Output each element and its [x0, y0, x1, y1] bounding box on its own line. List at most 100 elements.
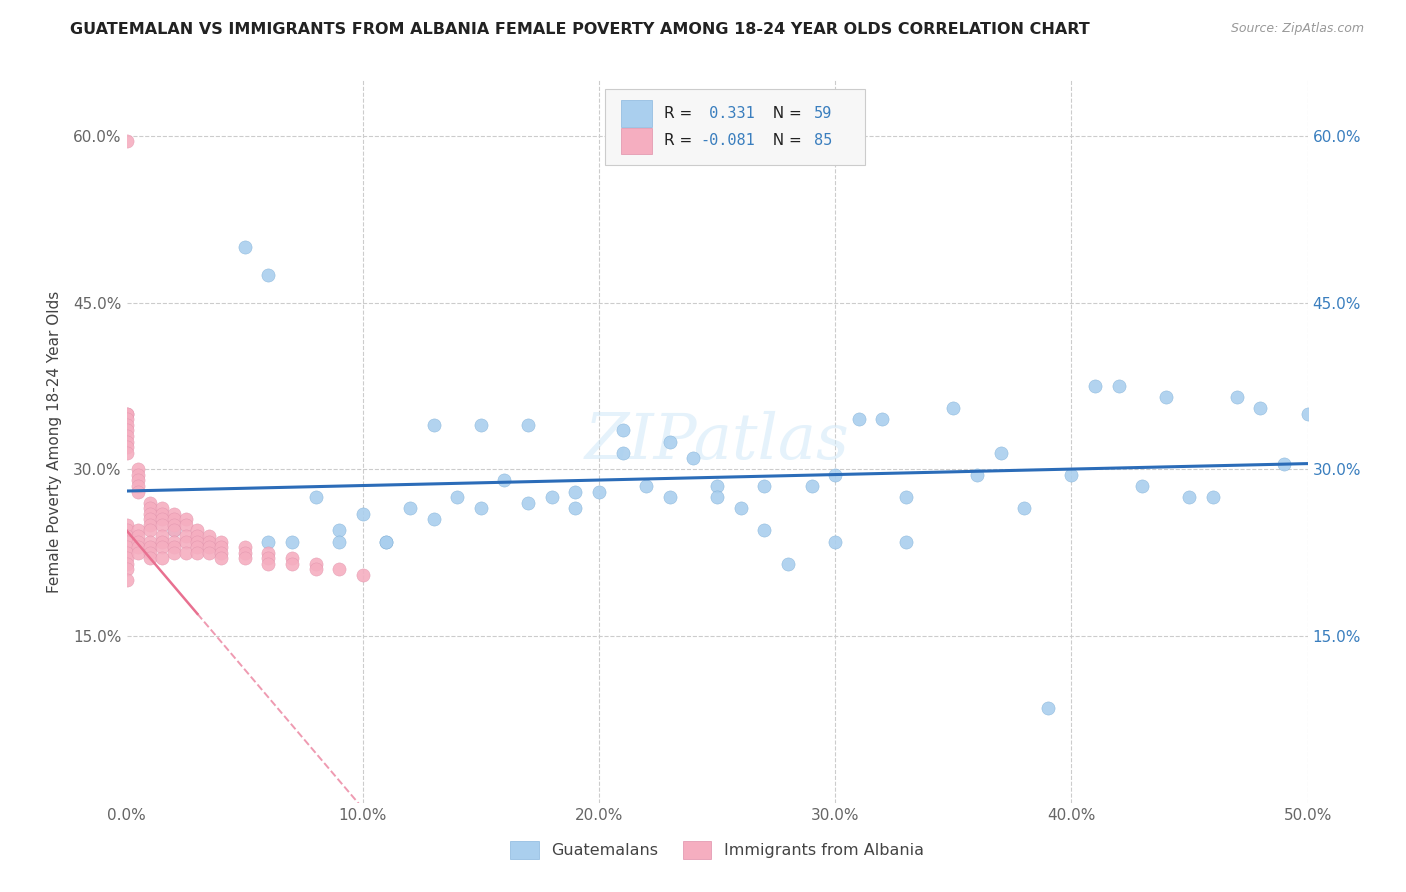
Text: N =: N =	[763, 106, 807, 120]
Point	[304, 562, 326, 576]
Point	[1226, 390, 1249, 404]
Point	[588, 484, 610, 499]
Point	[612, 445, 634, 459]
Point	[127, 524, 149, 538]
Point	[115, 517, 138, 532]
Point	[139, 524, 162, 538]
Point	[150, 529, 173, 543]
Point	[139, 512, 162, 526]
Point	[1296, 407, 1319, 421]
Point	[198, 546, 221, 560]
Point	[186, 524, 208, 538]
Point	[257, 546, 280, 560]
Text: 0.331: 0.331	[700, 106, 755, 120]
Point	[150, 507, 173, 521]
Point	[186, 540, 208, 554]
Point	[198, 534, 221, 549]
Point	[375, 534, 398, 549]
Point	[1202, 490, 1225, 504]
Point	[564, 484, 586, 499]
Point	[281, 534, 304, 549]
Point	[754, 524, 776, 538]
Point	[966, 467, 988, 482]
Point	[257, 268, 280, 282]
Point	[174, 512, 197, 526]
Text: 85: 85	[814, 134, 832, 148]
Point	[517, 417, 540, 432]
Point	[209, 546, 232, 560]
Point	[139, 517, 162, 532]
Point	[139, 546, 162, 560]
Point	[470, 501, 492, 516]
Point	[174, 517, 197, 532]
Point	[115, 574, 138, 588]
Point	[824, 534, 846, 549]
Point	[257, 557, 280, 571]
Point	[127, 529, 149, 543]
Point	[636, 479, 658, 493]
Point	[150, 512, 173, 526]
Point	[127, 462, 149, 476]
Text: Source: ZipAtlas.com: Source: ZipAtlas.com	[1230, 22, 1364, 36]
Point	[494, 474, 516, 488]
Point	[352, 507, 374, 521]
Point	[706, 490, 728, 504]
Point	[139, 534, 162, 549]
Point	[754, 479, 776, 493]
Point	[115, 445, 138, 459]
Point	[1178, 490, 1201, 504]
Point	[257, 534, 280, 549]
Point	[517, 496, 540, 510]
Point	[612, 424, 634, 438]
Point	[233, 240, 256, 254]
Point	[115, 546, 138, 560]
Point	[872, 412, 894, 426]
Point	[422, 417, 444, 432]
Point	[127, 467, 149, 482]
Point	[115, 135, 138, 149]
Point	[139, 551, 162, 566]
Point	[150, 501, 173, 516]
Point	[163, 507, 186, 521]
Point	[1060, 467, 1083, 482]
Point	[198, 540, 221, 554]
Text: R =: R =	[664, 134, 697, 148]
Point	[658, 434, 681, 449]
Text: 59: 59	[814, 106, 832, 120]
Y-axis label: Female Poverty Among 18-24 Year Olds: Female Poverty Among 18-24 Year Olds	[46, 291, 62, 592]
Point	[540, 490, 562, 504]
Point	[328, 562, 350, 576]
Point	[281, 551, 304, 566]
Point	[328, 534, 350, 549]
Point	[281, 557, 304, 571]
Point	[115, 540, 138, 554]
Point	[139, 501, 162, 516]
Point	[115, 440, 138, 454]
Point	[304, 490, 326, 504]
Point	[209, 551, 232, 566]
Point	[115, 417, 138, 432]
Point	[139, 507, 162, 521]
Point	[186, 546, 208, 560]
Point	[115, 524, 138, 538]
Point	[127, 484, 149, 499]
Point	[399, 501, 422, 516]
Point	[150, 534, 173, 549]
Point	[115, 557, 138, 571]
Point	[127, 534, 149, 549]
Point	[150, 517, 173, 532]
Point	[233, 546, 256, 560]
Point	[1272, 457, 1295, 471]
Point	[150, 551, 173, 566]
Text: N =: N =	[763, 134, 807, 148]
Point	[658, 490, 681, 504]
Point	[233, 540, 256, 554]
Text: R =: R =	[664, 106, 697, 120]
Point	[1130, 479, 1153, 493]
Point	[328, 524, 350, 538]
Point	[174, 534, 197, 549]
Point	[894, 534, 917, 549]
Point	[163, 546, 186, 560]
Point	[115, 412, 138, 426]
Point	[422, 512, 444, 526]
